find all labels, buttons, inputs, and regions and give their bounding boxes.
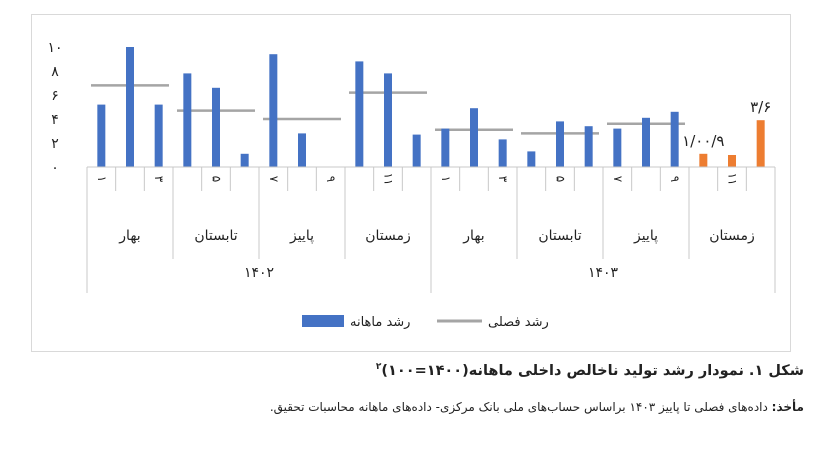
monthly-growth-bar (642, 117, 650, 167)
y-tick-label: ۶ (51, 88, 59, 104)
monthly-growth-bar (556, 121, 564, 167)
season-label: پاییز (633, 228, 658, 244)
monthly-growth-bar-estimate (728, 155, 736, 167)
monthly-growth-bar (527, 151, 536, 167)
season-label: تابستان (194, 228, 237, 244)
source-label: مأخذ: (771, 400, 804, 414)
season-label: زمستان (709, 228, 755, 244)
monthly-growth-bar (613, 128, 622, 167)
y-tick-label: ۰ (51, 160, 59, 176)
season-label: بهار (462, 228, 484, 244)
caption-text: شکل ۱. نمودار رشد تولید ناخالص داخلی ماه… (381, 362, 804, 379)
monthly-growth-bar (298, 133, 306, 167)
month-tick-label: ۳ (496, 176, 510, 183)
month-tick-label: ۵ (210, 176, 224, 182)
monthly-growth-bar (240, 153, 249, 167)
year-label: ۱۴۰۳ (588, 265, 619, 281)
monthly-growth-bar-estimate (699, 153, 708, 167)
month-tick-label: ۷ (267, 176, 281, 183)
figure-caption: شکل ۱. نمودار رشد تولید ناخالص داخلی ماه… (376, 362, 804, 379)
figure-source: مأخذ: داده‌های فصلی تا پاییز ۱۴۰۳ براساس… (270, 400, 804, 414)
monthly-growth-bar (269, 54, 278, 168)
monthly-growth-bar (584, 126, 593, 167)
monthly-growth-bar (212, 87, 220, 167)
data-label: ۳/۶ (750, 98, 771, 116)
monthly-growth-bar (670, 111, 679, 167)
month-tick-label: ۱۱ (382, 173, 396, 186)
monthly-growth-bar (470, 108, 478, 167)
month-tick-label: ۹ (324, 176, 338, 182)
month-tick-label: ۷ (611, 176, 625, 183)
monthly-growth-bar (412, 134, 421, 167)
month-tick-label: ۵ (554, 176, 568, 182)
monthly-growth-bar (126, 47, 134, 167)
legend-label-monthly: رشد ماهانه (350, 315, 410, 330)
season-label: پاییز (289, 228, 314, 244)
month-tick-label: ۱۱ (726, 173, 740, 186)
y-tick-label: ۱۰ (47, 40, 62, 56)
monthly-growth-bar (154, 104, 163, 167)
monthly-growth-bar (498, 139, 507, 167)
season-label: زمستان (365, 228, 411, 244)
caption-footnote-mark: ۲ (375, 362, 382, 372)
season-label: بهار (118, 228, 140, 244)
y-tick-label: ۴ (51, 112, 59, 128)
monthly-growth-bar (355, 61, 364, 167)
data-label: ۱/۰۰/۹ (682, 132, 724, 150)
season-label: تابستان (538, 228, 581, 244)
source-text: داده‌های فصلی تا پاییز ۱۴۰۳ براساس حساب‌… (269, 400, 772, 414)
year-label: ۱۴۰۲ (244, 265, 274, 281)
legend-swatch-monthly (302, 315, 344, 327)
y-tick-label: ۸ (51, 64, 59, 80)
month-tick-label: ۹ (668, 176, 682, 182)
monthly-growth-bar (183, 73, 192, 167)
monthly-growth-bar (384, 73, 392, 167)
month-tick-label: ۱ (95, 176, 109, 182)
monthly-growth-bar (441, 128, 450, 167)
y-tick-label: ۲ (51, 136, 59, 152)
chart-frame: ۰ ۲ ۴ ۶ ۸ ۱۰ ۱/۰۰/۹ ۳/۶ ۱ ۳ ۵ ۷ ۹ ۱۱ ۱ ۳ ۵ ۷ ۹ ۱۱ بهار تابستا… (31, 14, 791, 352)
legend-label-seasonal: رشد فصلی (488, 315, 549, 330)
month-tick-label: ۳ (152, 176, 166, 183)
month-tick-label: ۱ (439, 176, 453, 182)
monthly-growth-bar-estimate (756, 120, 765, 167)
monthly-growth-bar (97, 104, 106, 167)
